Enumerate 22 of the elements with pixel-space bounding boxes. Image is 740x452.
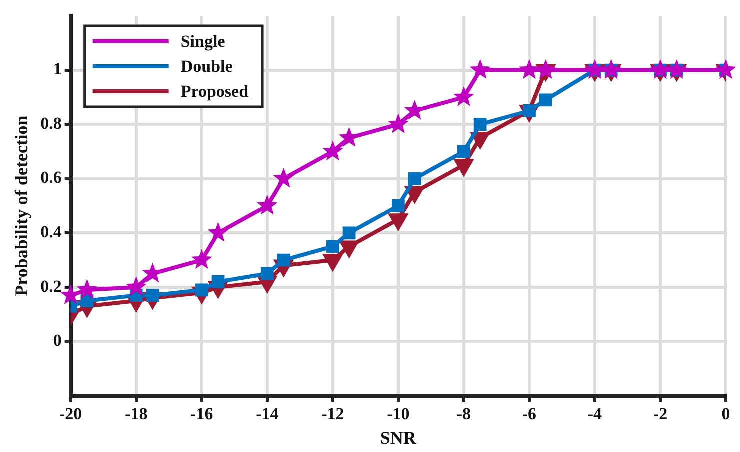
y-tick-label: 1 — [53, 60, 62, 79]
y-axis-title: Probability of detection — [11, 116, 32, 296]
x-tick-label: -14 — [256, 404, 280, 424]
x-tick-label: 0 — [722, 404, 730, 424]
y-tick-label: 0.6 — [40, 168, 62, 188]
legend-label: Single — [180, 32, 226, 51]
x-tick-label: -6 — [522, 404, 537, 424]
y-tick-label: 0.2 — [40, 276, 62, 296]
y-tick-label: 0.4 — [40, 222, 62, 242]
x-tick-label: -4 — [588, 404, 603, 424]
x-tick-label: -16 — [190, 404, 214, 424]
x-tick-label: -8 — [456, 404, 472, 424]
legend-label: Double — [180, 56, 234, 76]
x-tick-label: -18 — [125, 404, 148, 424]
y-tick-label: 0 — [53, 331, 62, 350]
x-tick-label: -2 — [653, 404, 668, 424]
x-tick-label: -10 — [387, 404, 410, 424]
y-tick-label: 0.8 — [40, 114, 62, 133]
x-tick-label: -20 — [60, 404, 82, 424]
legend-label: Proposed — [180, 82, 250, 101]
x-tick-label: -12 — [322, 404, 344, 424]
x-axis-title: SNR — [380, 428, 418, 448]
